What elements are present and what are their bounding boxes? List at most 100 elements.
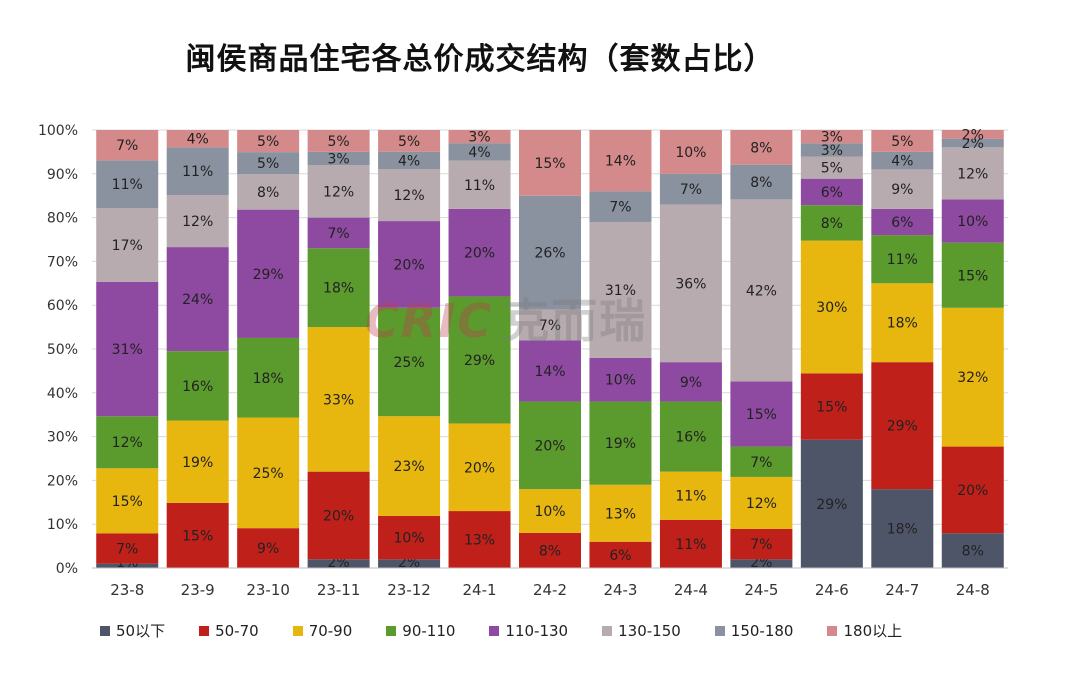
data-label: 7% <box>680 182 702 198</box>
x-tick-label: 24-6 <box>815 581 849 599</box>
y-tick-label: 50% <box>47 342 78 358</box>
bar-segment <box>589 221 652 358</box>
bar-segment <box>941 242 1004 308</box>
data-label: 24% <box>182 292 213 308</box>
legend-item: 70-90 <box>292 620 353 641</box>
y-tick-label: 40% <box>47 386 78 402</box>
bar-segment <box>730 559 793 568</box>
legend-item: 150-180 <box>714 620 794 641</box>
legend-label: 50以下 <box>116 622 166 640</box>
bar-segment <box>307 217 370 249</box>
bar-segment <box>871 489 934 568</box>
legend-label: 130-150 <box>618 621 681 640</box>
bar-segment <box>166 195 229 248</box>
data-label: 13% <box>464 533 495 549</box>
data-label: 9% <box>680 375 702 391</box>
bar-segment <box>730 381 793 447</box>
data-label: 4% <box>468 145 490 161</box>
bar-segment <box>589 541 652 568</box>
bar-segment <box>941 199 1004 243</box>
bar-segment <box>871 151 934 170</box>
bar-segment <box>237 174 300 210</box>
data-label: 10% <box>957 214 988 230</box>
bar-segment <box>800 240 863 374</box>
data-label: 15% <box>534 156 565 172</box>
data-label: 25% <box>253 466 284 482</box>
data-label: 19% <box>182 455 213 471</box>
bar-segment <box>871 208 934 236</box>
bar-segment <box>96 563 159 568</box>
data-label: 20% <box>957 483 988 499</box>
legend-swatch <box>827 625 838 636</box>
bar-segment <box>96 281 159 417</box>
bar-segment <box>730 476 793 529</box>
bar-segment <box>448 423 511 512</box>
legend-item: 130-150 <box>602 620 681 641</box>
data-label: 8% <box>257 185 279 201</box>
bar-segment <box>307 248 370 328</box>
watermark: CRIC 克而瑞 <box>365 285 647 351</box>
bar-segment <box>448 208 511 297</box>
data-label: 26% <box>534 246 565 262</box>
bar-segment <box>378 151 441 170</box>
bar-segment <box>307 559 370 568</box>
x-tick-label: 24-8 <box>956 581 990 599</box>
bar-segment <box>800 143 863 157</box>
data-label: 16% <box>182 379 213 395</box>
chart-title: 闽侯商品住宅各总价成交结构（套数占比） <box>185 42 775 77</box>
bar-segment <box>519 532 581 568</box>
data-label: 9% <box>891 182 913 198</box>
bar-segment <box>448 143 511 161</box>
bar-segment <box>307 471 370 560</box>
bar-segment <box>166 130 229 148</box>
bar-segment <box>96 208 159 282</box>
data-label: 29% <box>464 353 495 369</box>
data-label: 14% <box>534 364 565 380</box>
data-label: 7% <box>609 200 631 216</box>
data-label: 5% <box>257 156 279 172</box>
bar-segment <box>378 416 441 516</box>
bar-segment <box>589 484 652 542</box>
bar-segment <box>800 156 863 179</box>
data-label: 8% <box>539 543 561 559</box>
bar-segment <box>166 502 229 568</box>
bar-segment <box>519 340 581 402</box>
bar-segment <box>307 130 370 152</box>
bar-segment <box>166 351 229 421</box>
x-tick-label: 24-1 <box>463 581 497 599</box>
data-label: 3% <box>821 130 843 146</box>
data-label: 31% <box>605 283 636 299</box>
y-tick-label: 10% <box>47 517 78 533</box>
data-label: 30% <box>816 300 847 316</box>
bar-segment <box>589 357 652 402</box>
bar-segment <box>96 160 159 209</box>
bar-segment <box>519 130 581 196</box>
bar-segment <box>237 417 300 529</box>
legend-label: 70-90 <box>308 621 353 640</box>
data-label: 5% <box>257 134 279 150</box>
data-label: 8% <box>962 544 984 560</box>
bar-segment <box>730 528 793 560</box>
data-label: 5% <box>891 134 913 150</box>
legend-label: 150-180 <box>730 621 794 640</box>
data-label: 4% <box>398 153 420 169</box>
bar-segment <box>871 362 934 490</box>
bar-segment <box>659 362 722 402</box>
legend-label: 90-110 <box>402 621 456 640</box>
bar-segment <box>166 247 229 352</box>
watermark-brand: CRIC <box>365 294 494 348</box>
data-label: 8% <box>750 140 772 156</box>
data-label: 18% <box>323 281 354 297</box>
bar-segment <box>941 446 1004 534</box>
x-tick-label: 23-9 <box>181 581 215 599</box>
bar-segment <box>871 235 934 284</box>
legend-item: 90-110 <box>386 620 455 641</box>
data-label: 10% <box>605 373 636 389</box>
data-label: 3% <box>468 130 490 146</box>
data-label: 5% <box>821 161 843 177</box>
data-label: 42% <box>746 283 777 299</box>
bar-segment <box>871 169 934 209</box>
data-label: 7% <box>750 455 772 471</box>
data-label: 36% <box>675 276 706 292</box>
legend-item: 180以上 <box>827 620 902 641</box>
